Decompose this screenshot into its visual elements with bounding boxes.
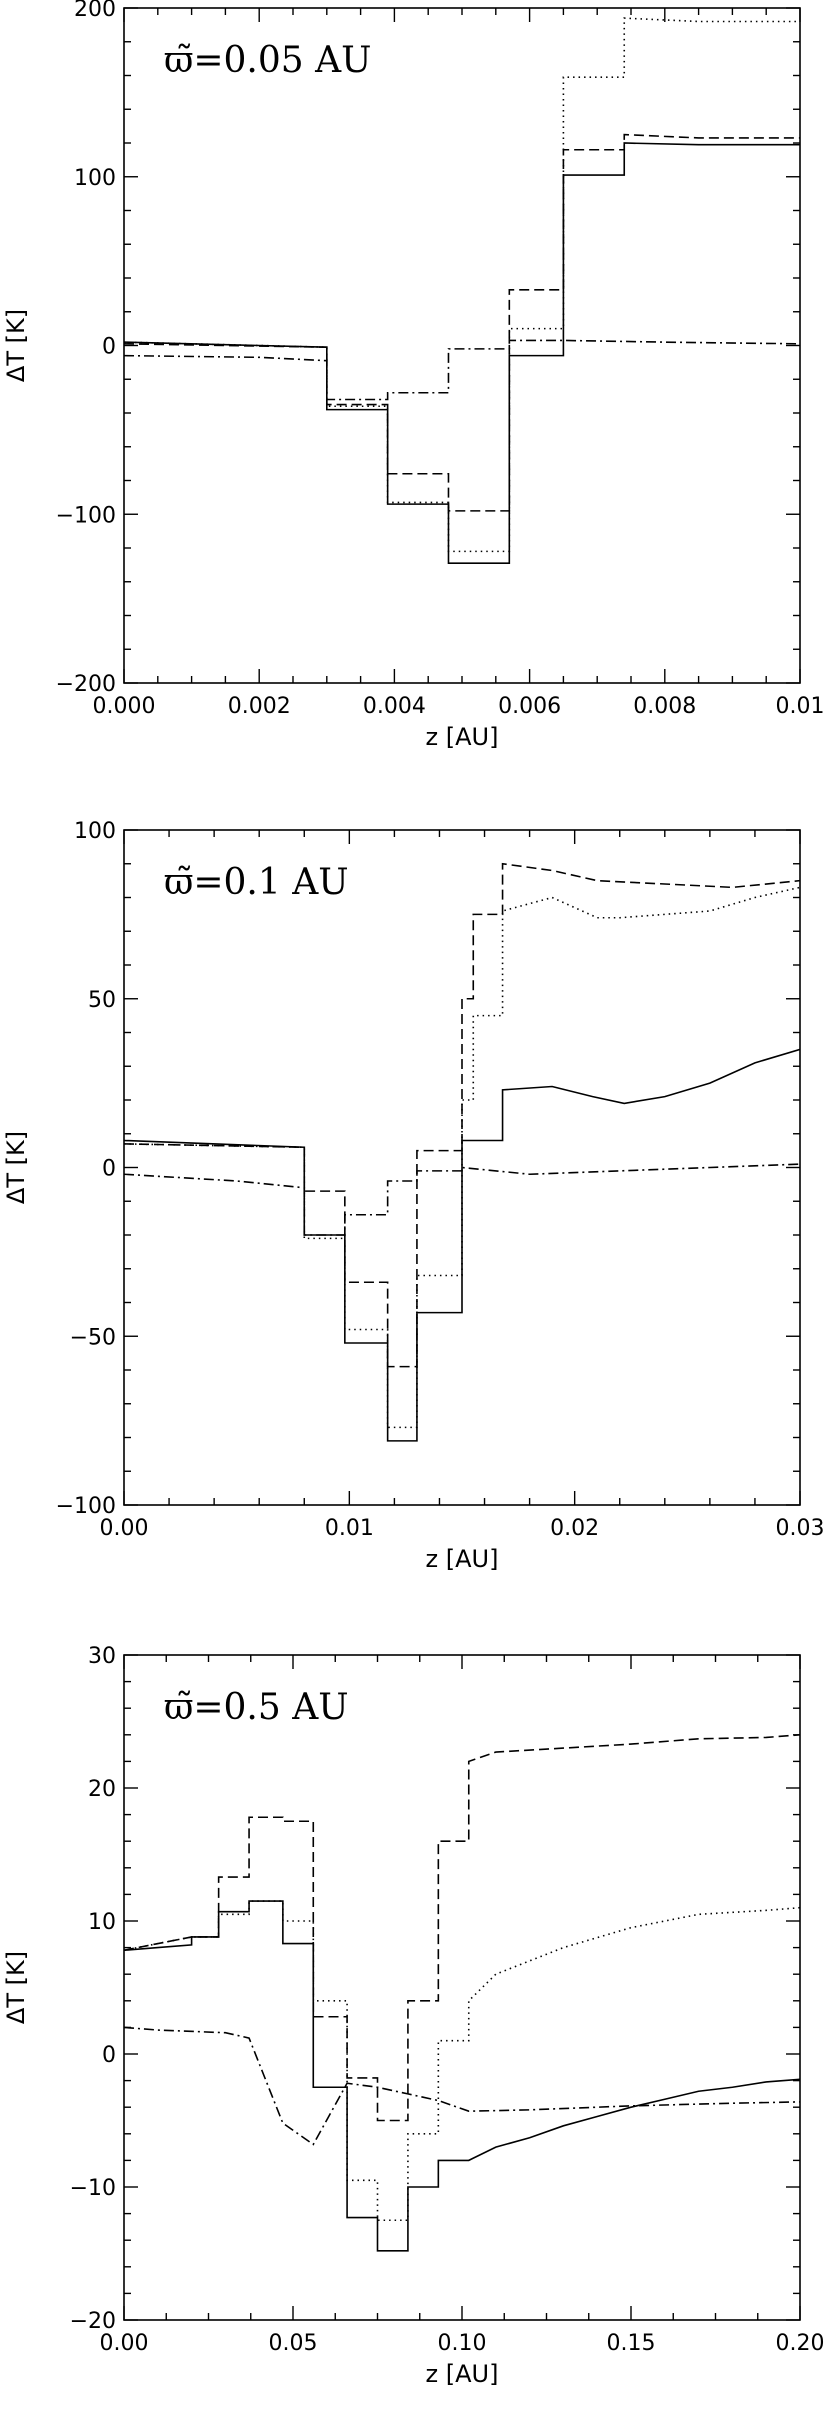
series-solid-line (124, 142, 800, 564)
y-tick-label: 10 (88, 1910, 116, 1935)
y-axis-title: ΔT [K] (2, 1131, 30, 1204)
series-solid-line (124, 1048, 800, 1442)
panel-title: ϖ̃=0.1 AU (164, 862, 349, 903)
y-axis-title: ΔT [K] (2, 309, 30, 382)
chart-panel-1: 0.000 0.002 0.004 0.006 0.008 0.01 −200 −100 0 10… (2, 0, 824, 751)
series-group (124, 17, 800, 564)
y-tick-label: 100 (74, 819, 116, 844)
y-tick-label: 200 (74, 0, 116, 22)
series-dotted-line (124, 1900, 800, 2222)
series-dotted-line (124, 886, 800, 1429)
y-tick-label: −200 (56, 672, 116, 697)
x-tick-label: 0.006 (498, 694, 561, 719)
series-group (124, 1734, 800, 2252)
series-dashed-line (124, 862, 800, 1368)
y-tick-label: 100 (74, 166, 116, 191)
x-tick-label: 0.002 (228, 694, 291, 719)
plot-frame (123, 7, 801, 684)
y-tick-label: −100 (56, 1494, 116, 1519)
y-tick-label: 0 (102, 2043, 116, 2068)
series-dotted-line (124, 17, 800, 553)
series-dashed-line (124, 133, 800, 512)
y-tick-label: −20 (70, 2309, 116, 2334)
x-tick-label: 0.008 (633, 694, 696, 719)
x-tick-label: 0.00 (100, 1516, 149, 1541)
x-tick-label: 0.05 (269, 2331, 318, 2356)
x-axis-title: z [AU] (426, 723, 499, 751)
x-tick-label: 0.03 (776, 1516, 825, 1541)
series-group (124, 862, 800, 1442)
panel-title: ϖ̃=0.05 AU (164, 40, 371, 81)
y-tick-label: 50 (88, 988, 116, 1013)
series-dashdot-line (124, 339, 800, 401)
x-tick-label: 0.01 (776, 694, 825, 719)
y-tick-label: 20 (88, 1777, 116, 1802)
chart-panel-3: 0.00 0.05 0.10 0.15 0.20 −20 −10 0 10 20 30 z [AU] Δ… (2, 1644, 824, 2388)
plot-frame (123, 1654, 801, 2321)
series-dashed-line (124, 1734, 800, 2122)
x-tick-label: 0.10 (438, 2331, 487, 2356)
x-axis-title: z [AU] (426, 2360, 499, 2388)
y-tick-label: 0 (102, 1157, 116, 1182)
x-tick-label: 0.02 (550, 1516, 599, 1541)
y-tick-label: 30 (88, 1644, 116, 1669)
x-tick-label: 0.00 (100, 2331, 149, 2356)
x-tick-label: 0.20 (776, 2331, 825, 2356)
y-tick-label: −10 (70, 2176, 116, 2201)
x-axis-title: z [AU] (426, 1545, 499, 1573)
chart-panel-2: 0.00 0.01 0.02 0.03 −100 −50 0 50 100 z [AU] ΔT [K… (2, 819, 824, 1573)
y-tick-label: 0 (102, 335, 116, 360)
x-tick-label: 0.15 (607, 2331, 656, 2356)
series-dashdot-line (124, 1163, 800, 1236)
series-solid-line (124, 1900, 800, 2252)
panel-title: ϖ̃=0.5 AU (164, 1687, 349, 1728)
y-tick-label: −50 (70, 1325, 116, 1350)
x-tick-label: 0.004 (363, 694, 426, 719)
y-tick-label: −100 (56, 503, 116, 528)
y-axis-title: ΔT [K] (2, 1951, 30, 2024)
series-dashdot-line (124, 2026, 800, 2146)
x-tick-label: 0.01 (325, 1516, 374, 1541)
x-tick-label: 0.000 (93, 694, 156, 719)
